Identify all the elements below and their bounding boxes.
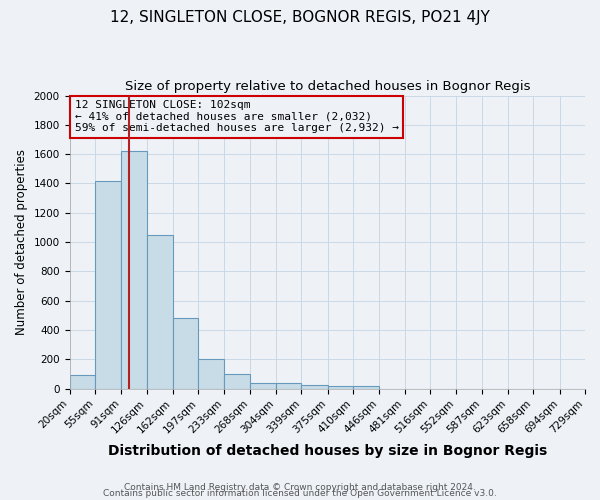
Bar — [95, 180, 121, 388]
Bar — [224, 374, 250, 388]
Bar — [70, 376, 95, 388]
Bar — [276, 382, 301, 388]
Bar — [353, 386, 379, 388]
Text: Contains public sector information licensed under the Open Government Licence v3: Contains public sector information licen… — [103, 490, 497, 498]
Bar — [198, 360, 224, 388]
Y-axis label: Number of detached properties: Number of detached properties — [15, 149, 28, 335]
Text: 12, SINGLETON CLOSE, BOGNOR REGIS, PO21 4JY: 12, SINGLETON CLOSE, BOGNOR REGIS, PO21 … — [110, 10, 490, 25]
Text: Contains HM Land Registry data © Crown copyright and database right 2024.: Contains HM Land Registry data © Crown c… — [124, 484, 476, 492]
Bar — [328, 386, 353, 388]
Text: 12 SINGLETON CLOSE: 102sqm
← 41% of detached houses are smaller (2,032)
59% of s: 12 SINGLETON CLOSE: 102sqm ← 41% of deta… — [74, 100, 398, 133]
Title: Size of property relative to detached houses in Bognor Regis: Size of property relative to detached ho… — [125, 80, 530, 93]
X-axis label: Distribution of detached houses by size in Bognor Regis: Distribution of detached houses by size … — [107, 444, 547, 458]
Bar — [301, 385, 328, 388]
Bar — [173, 318, 198, 388]
Bar — [121, 151, 146, 388]
Bar — [250, 382, 276, 388]
Bar — [146, 234, 173, 388]
